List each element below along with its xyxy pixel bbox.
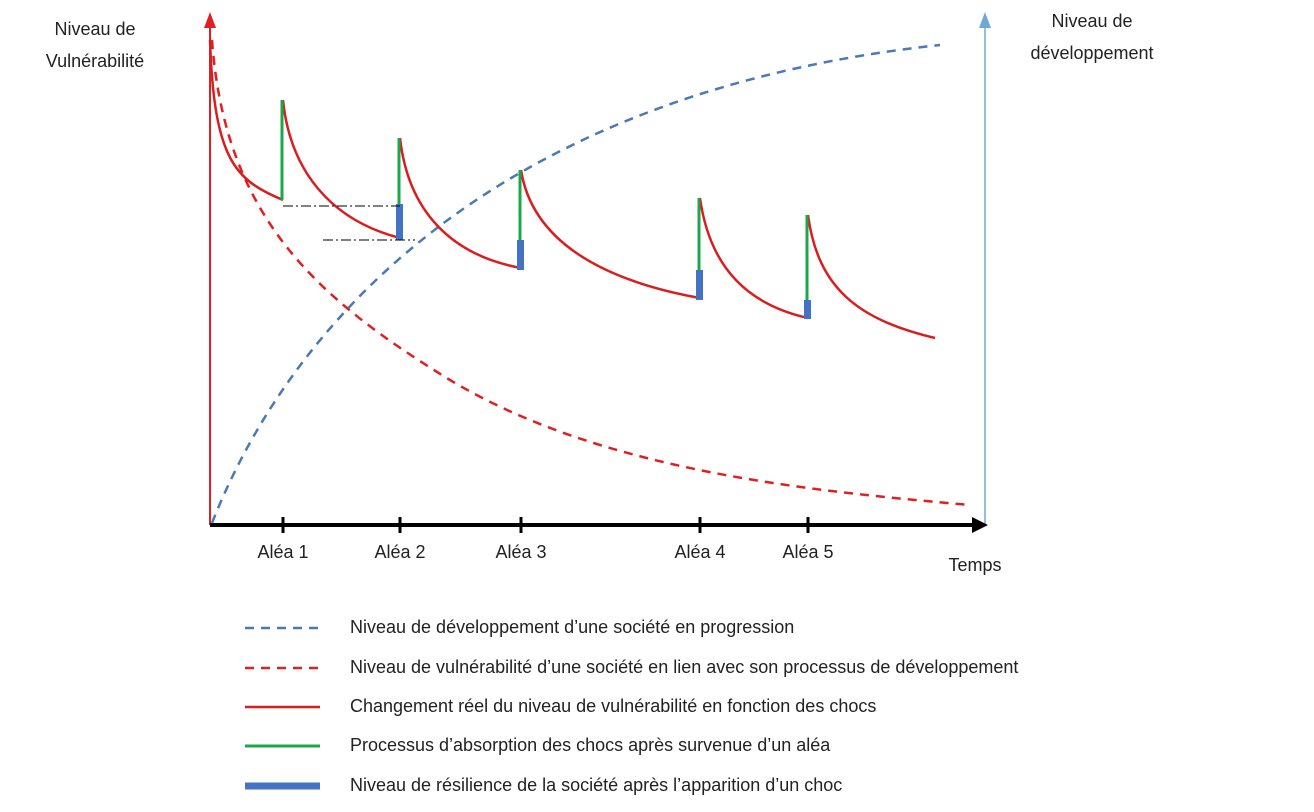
event-label: Aléa 2 — [374, 542, 425, 562]
x-axis-label: Temps — [948, 555, 1001, 575]
vulnerability-curve — [210, 39, 971, 507]
event-label: Aléa 5 — [782, 542, 833, 562]
left-axis-label: Vulnérabilité — [46, 51, 144, 71]
left-arrow — [204, 12, 216, 28]
reference-lines — [283, 205, 415, 241]
absorption-lines — [280, 100, 809, 318]
right-axis-label: Niveau de — [1051, 11, 1132, 31]
legend-text: Niveau de résilience de la société après… — [350, 775, 842, 795]
legend-text: Processus d’absorption des chocs après s… — [350, 735, 831, 755]
legend-text: Niveau de vulnérabilité d’une société en… — [350, 657, 1018, 677]
real-vulnerability-curve — [208, 39, 936, 340]
legend-text: Niveau de développement d’une société en… — [350, 617, 794, 637]
resilience-bars — [396, 204, 811, 319]
event-label: Aléa 3 — [495, 542, 546, 562]
event-label: Aléa 4 — [674, 542, 725, 562]
event-label: Aléa 1 — [257, 542, 308, 562]
left-axis-label: Niveau de — [54, 19, 135, 39]
development-curve — [210, 43, 941, 524]
right-axis-label: développement — [1030, 43, 1153, 63]
right-arrow — [979, 12, 991, 28]
x-arrow — [972, 517, 988, 533]
legend-text: Changement réel du niveau de vulnérabili… — [350, 696, 876, 716]
ticks — [281, 517, 810, 533]
